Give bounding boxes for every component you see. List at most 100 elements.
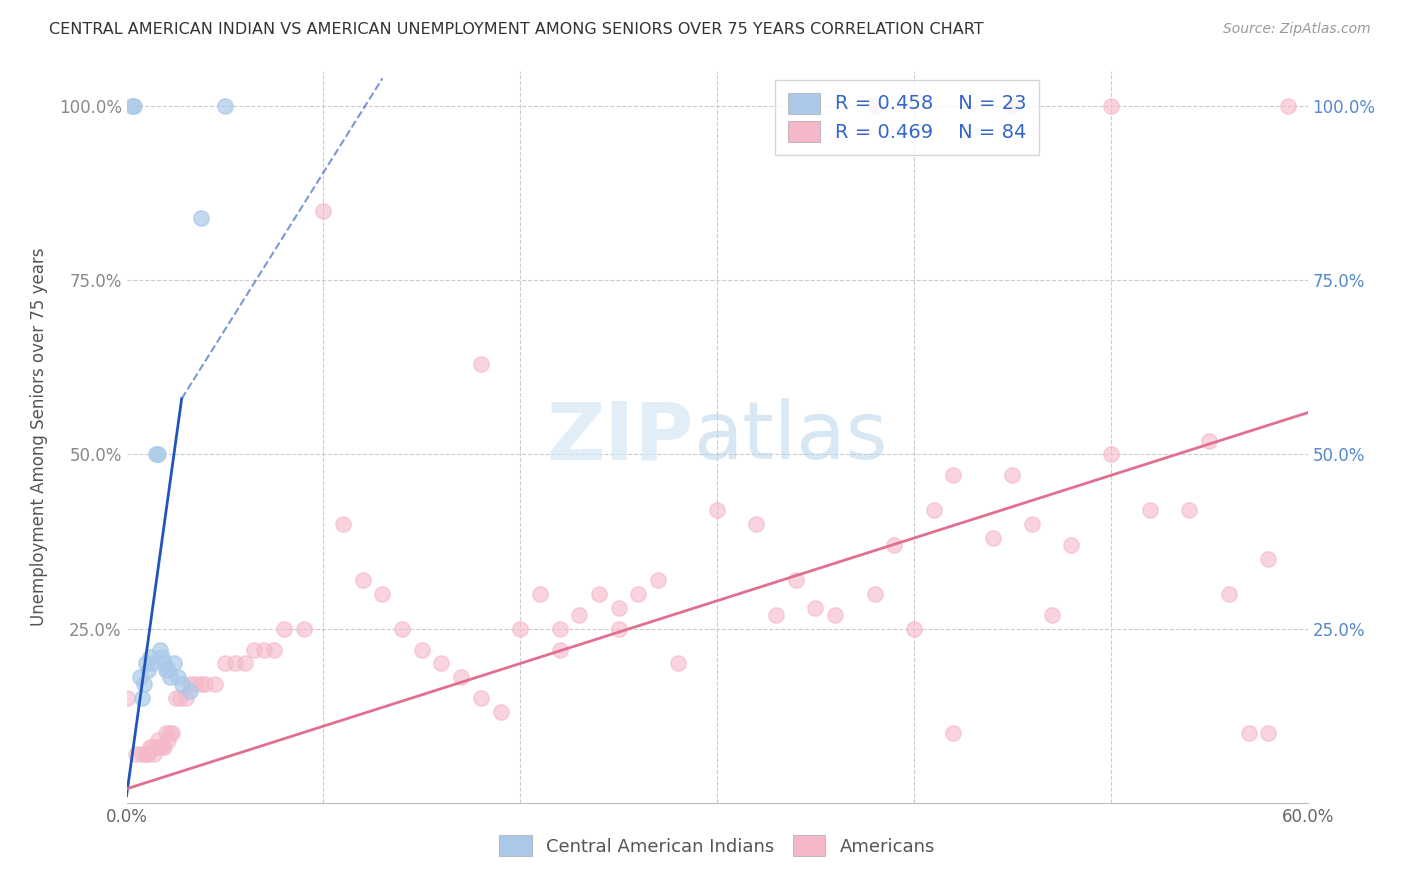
Point	[155, 726, 177, 740]
Point	[352, 573, 374, 587]
Point	[224, 657, 246, 671]
Point	[155, 664, 177, 678]
Text: CENTRAL AMERICAN INDIAN VS AMERICAN UNEMPLOYMENT AMONG SENIORS OVER 75 YEARS COR: CENTRAL AMERICAN INDIAN VS AMERICAN UNEM…	[49, 22, 984, 37]
Point	[141, 657, 163, 671]
Point	[548, 642, 571, 657]
Point	[666, 657, 689, 671]
Point	[139, 740, 162, 755]
Point	[174, 691, 197, 706]
Point	[765, 607, 787, 622]
Point	[233, 657, 256, 671]
Point	[1001, 468, 1024, 483]
Text: Source: ZipAtlas.com: Source: ZipAtlas.com	[1223, 22, 1371, 37]
Point	[1178, 503, 1201, 517]
Point	[1099, 99, 1122, 113]
Point	[146, 733, 169, 747]
Point	[922, 503, 945, 517]
Point	[170, 677, 193, 691]
Point	[149, 642, 172, 657]
Point	[332, 517, 354, 532]
Point	[391, 622, 413, 636]
Point	[942, 468, 965, 483]
Point	[253, 642, 276, 657]
Point	[785, 573, 807, 587]
Point	[145, 740, 167, 755]
Point	[824, 607, 846, 622]
Point	[159, 726, 181, 740]
Point	[131, 691, 153, 706]
Legend: Central American Indians, Americans: Central American Indians, Americans	[492, 828, 942, 863]
Point	[136, 664, 159, 678]
Point	[214, 99, 236, 113]
Point	[1060, 538, 1083, 552]
Point	[588, 587, 610, 601]
Point	[184, 677, 207, 691]
Point	[312, 203, 335, 218]
Point	[131, 747, 153, 761]
Point	[214, 657, 236, 671]
Point	[273, 622, 295, 636]
Point	[129, 670, 152, 684]
Point	[430, 657, 453, 671]
Point	[863, 587, 886, 601]
Point	[647, 573, 669, 587]
Point	[204, 677, 226, 691]
Point	[165, 691, 187, 706]
Point	[509, 622, 531, 636]
Point	[169, 691, 191, 706]
Point	[121, 99, 143, 113]
Point	[179, 684, 201, 698]
Point	[134, 677, 156, 691]
Point	[607, 600, 630, 615]
Point	[1139, 503, 1161, 517]
Point	[1277, 99, 1299, 113]
Point	[243, 642, 266, 657]
Point	[1257, 552, 1279, 566]
Point	[863, 99, 886, 113]
Point	[1198, 434, 1220, 448]
Point	[179, 677, 201, 691]
Point	[153, 740, 176, 755]
Point	[1001, 99, 1024, 113]
Point	[745, 517, 768, 532]
Point	[1099, 448, 1122, 462]
Point	[470, 357, 492, 371]
Point	[903, 622, 925, 636]
Point	[607, 622, 630, 636]
Y-axis label: Unemployment Among Seniors over 75 years: Unemployment Among Seniors over 75 years	[30, 248, 48, 626]
Point	[411, 642, 433, 657]
Point	[143, 747, 166, 761]
Point	[263, 642, 285, 657]
Point	[156, 733, 179, 747]
Point	[125, 747, 148, 761]
Point	[1040, 607, 1063, 622]
Point	[145, 448, 167, 462]
Point	[159, 670, 181, 684]
Point	[489, 705, 512, 719]
Point	[190, 211, 212, 225]
Point	[1237, 726, 1260, 740]
Point	[135, 657, 157, 671]
Point	[548, 622, 571, 636]
Point	[292, 622, 315, 636]
Point	[150, 649, 173, 664]
Point	[1218, 587, 1240, 601]
Point	[194, 677, 217, 691]
Point	[804, 600, 827, 615]
Point	[1257, 726, 1279, 740]
Point	[529, 587, 551, 601]
Point	[146, 448, 169, 462]
Point	[883, 538, 905, 552]
Point	[139, 649, 162, 664]
Point	[470, 691, 492, 706]
Point	[135, 747, 157, 761]
Text: ZIP: ZIP	[546, 398, 693, 476]
Point	[706, 503, 728, 517]
Text: atlas: atlas	[693, 398, 887, 476]
Point	[160, 726, 183, 740]
Point	[1021, 517, 1043, 532]
Point	[163, 657, 186, 671]
Point	[115, 691, 138, 706]
Point	[136, 747, 159, 761]
Point	[156, 664, 179, 678]
